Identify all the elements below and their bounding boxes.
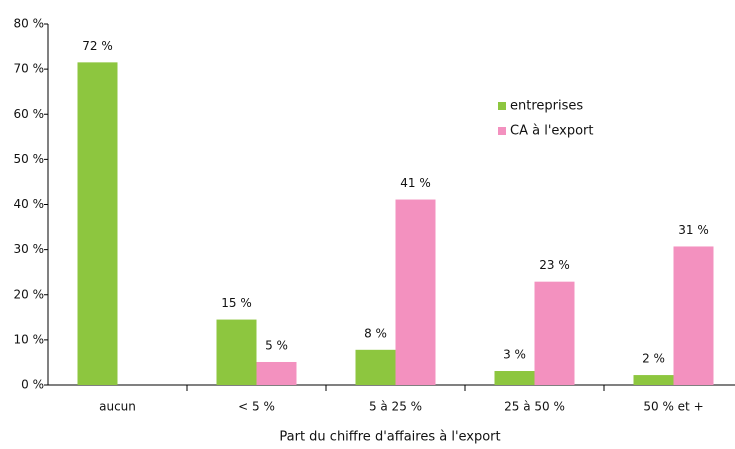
value-label: 41 % [400, 176, 431, 190]
x-tick-label: aucun [99, 400, 136, 414]
value-label: 23 % [539, 258, 570, 272]
bar [256, 361, 297, 385]
legend-swatch [498, 102, 506, 110]
y-tick-label: 10 % [14, 332, 45, 346]
value-label: 3 % [503, 348, 526, 362]
y-tick-label: 20 % [14, 287, 45, 301]
bar [395, 199, 436, 385]
bar [77, 62, 118, 385]
value-label: 8 % [364, 326, 387, 340]
x-tick-label: < 5 % [238, 400, 275, 414]
bar [355, 349, 396, 385]
y-tick-label: 0 % [21, 378, 44, 392]
bar [216, 319, 257, 385]
y-tick-label: 80 % [14, 17, 45, 31]
bar [494, 371, 535, 385]
legend-swatch [498, 127, 506, 135]
legend-label: entreprises [510, 99, 583, 114]
value-label: 2 % [642, 352, 665, 366]
legend-label: CA à l'export [510, 124, 594, 139]
bar [673, 246, 714, 385]
y-tick-label: 60 % [14, 107, 45, 121]
value-label: 15 % [221, 296, 252, 310]
value-label: 5 % [265, 338, 288, 352]
bar [633, 375, 674, 385]
y-tick-label: 70 % [14, 62, 45, 76]
x-tick-label: 50 % et + [643, 400, 703, 414]
y-tick-label: 50 % [14, 152, 45, 166]
x-tick-label: 25 à 50 % [504, 400, 565, 414]
x-axis-label: Part du chiffre d'affaires à l'export [279, 430, 500, 445]
value-label: 72 % [82, 39, 113, 53]
y-tick-label: 40 % [14, 197, 45, 211]
x-tick-label: 5 à 25 % [369, 400, 422, 414]
value-label: 31 % [678, 223, 709, 237]
y-tick-label: 30 % [14, 242, 45, 256]
bar [534, 281, 575, 385]
